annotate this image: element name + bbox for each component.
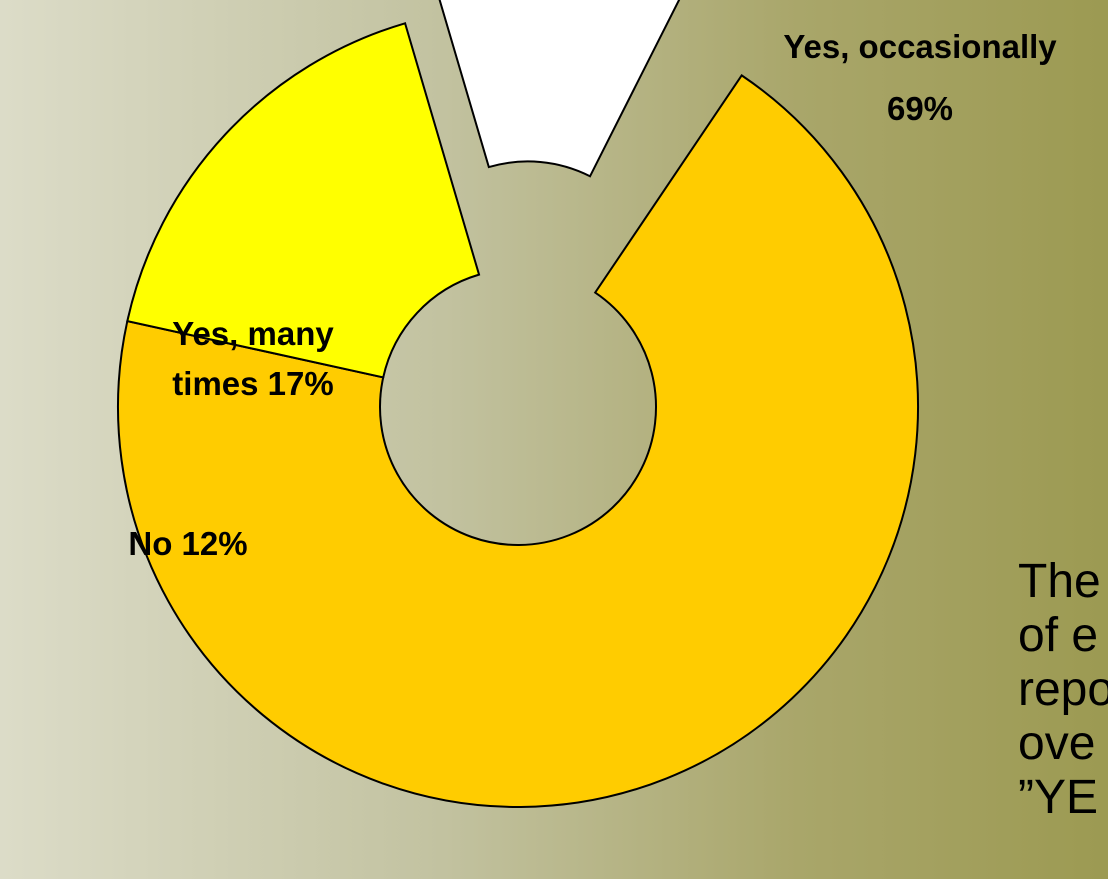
side-caption-line: ”YE bbox=[1018, 771, 1099, 824]
chart-slices bbox=[117, 0, 919, 808]
side-caption-line: The bbox=[1018, 555, 1101, 608]
side-caption-line: of e bbox=[1018, 609, 1099, 662]
side-caption-line: ove bbox=[1018, 717, 1096, 770]
chart-labels: Yes, occasionally 69% Yes, many times 17% No… bbox=[128, 28, 1057, 562]
side-caption: The of e repo ove ”YE bbox=[1018, 555, 1108, 825]
slice-data-label: 69% bbox=[887, 90, 953, 127]
slice-data-label: Yes, many bbox=[172, 315, 334, 352]
slice-data-label: No 12% bbox=[128, 525, 247, 562]
slice-no bbox=[438, 0, 681, 178]
slice-yes-many-times bbox=[126, 22, 481, 379]
slice-data-label: Yes, occasionally bbox=[783, 28, 1057, 65]
slice-data-label: times 17% bbox=[172, 365, 333, 402]
slice-yes-occasionally bbox=[117, 73, 919, 808]
side-caption-line: repo bbox=[1018, 663, 1108, 716]
